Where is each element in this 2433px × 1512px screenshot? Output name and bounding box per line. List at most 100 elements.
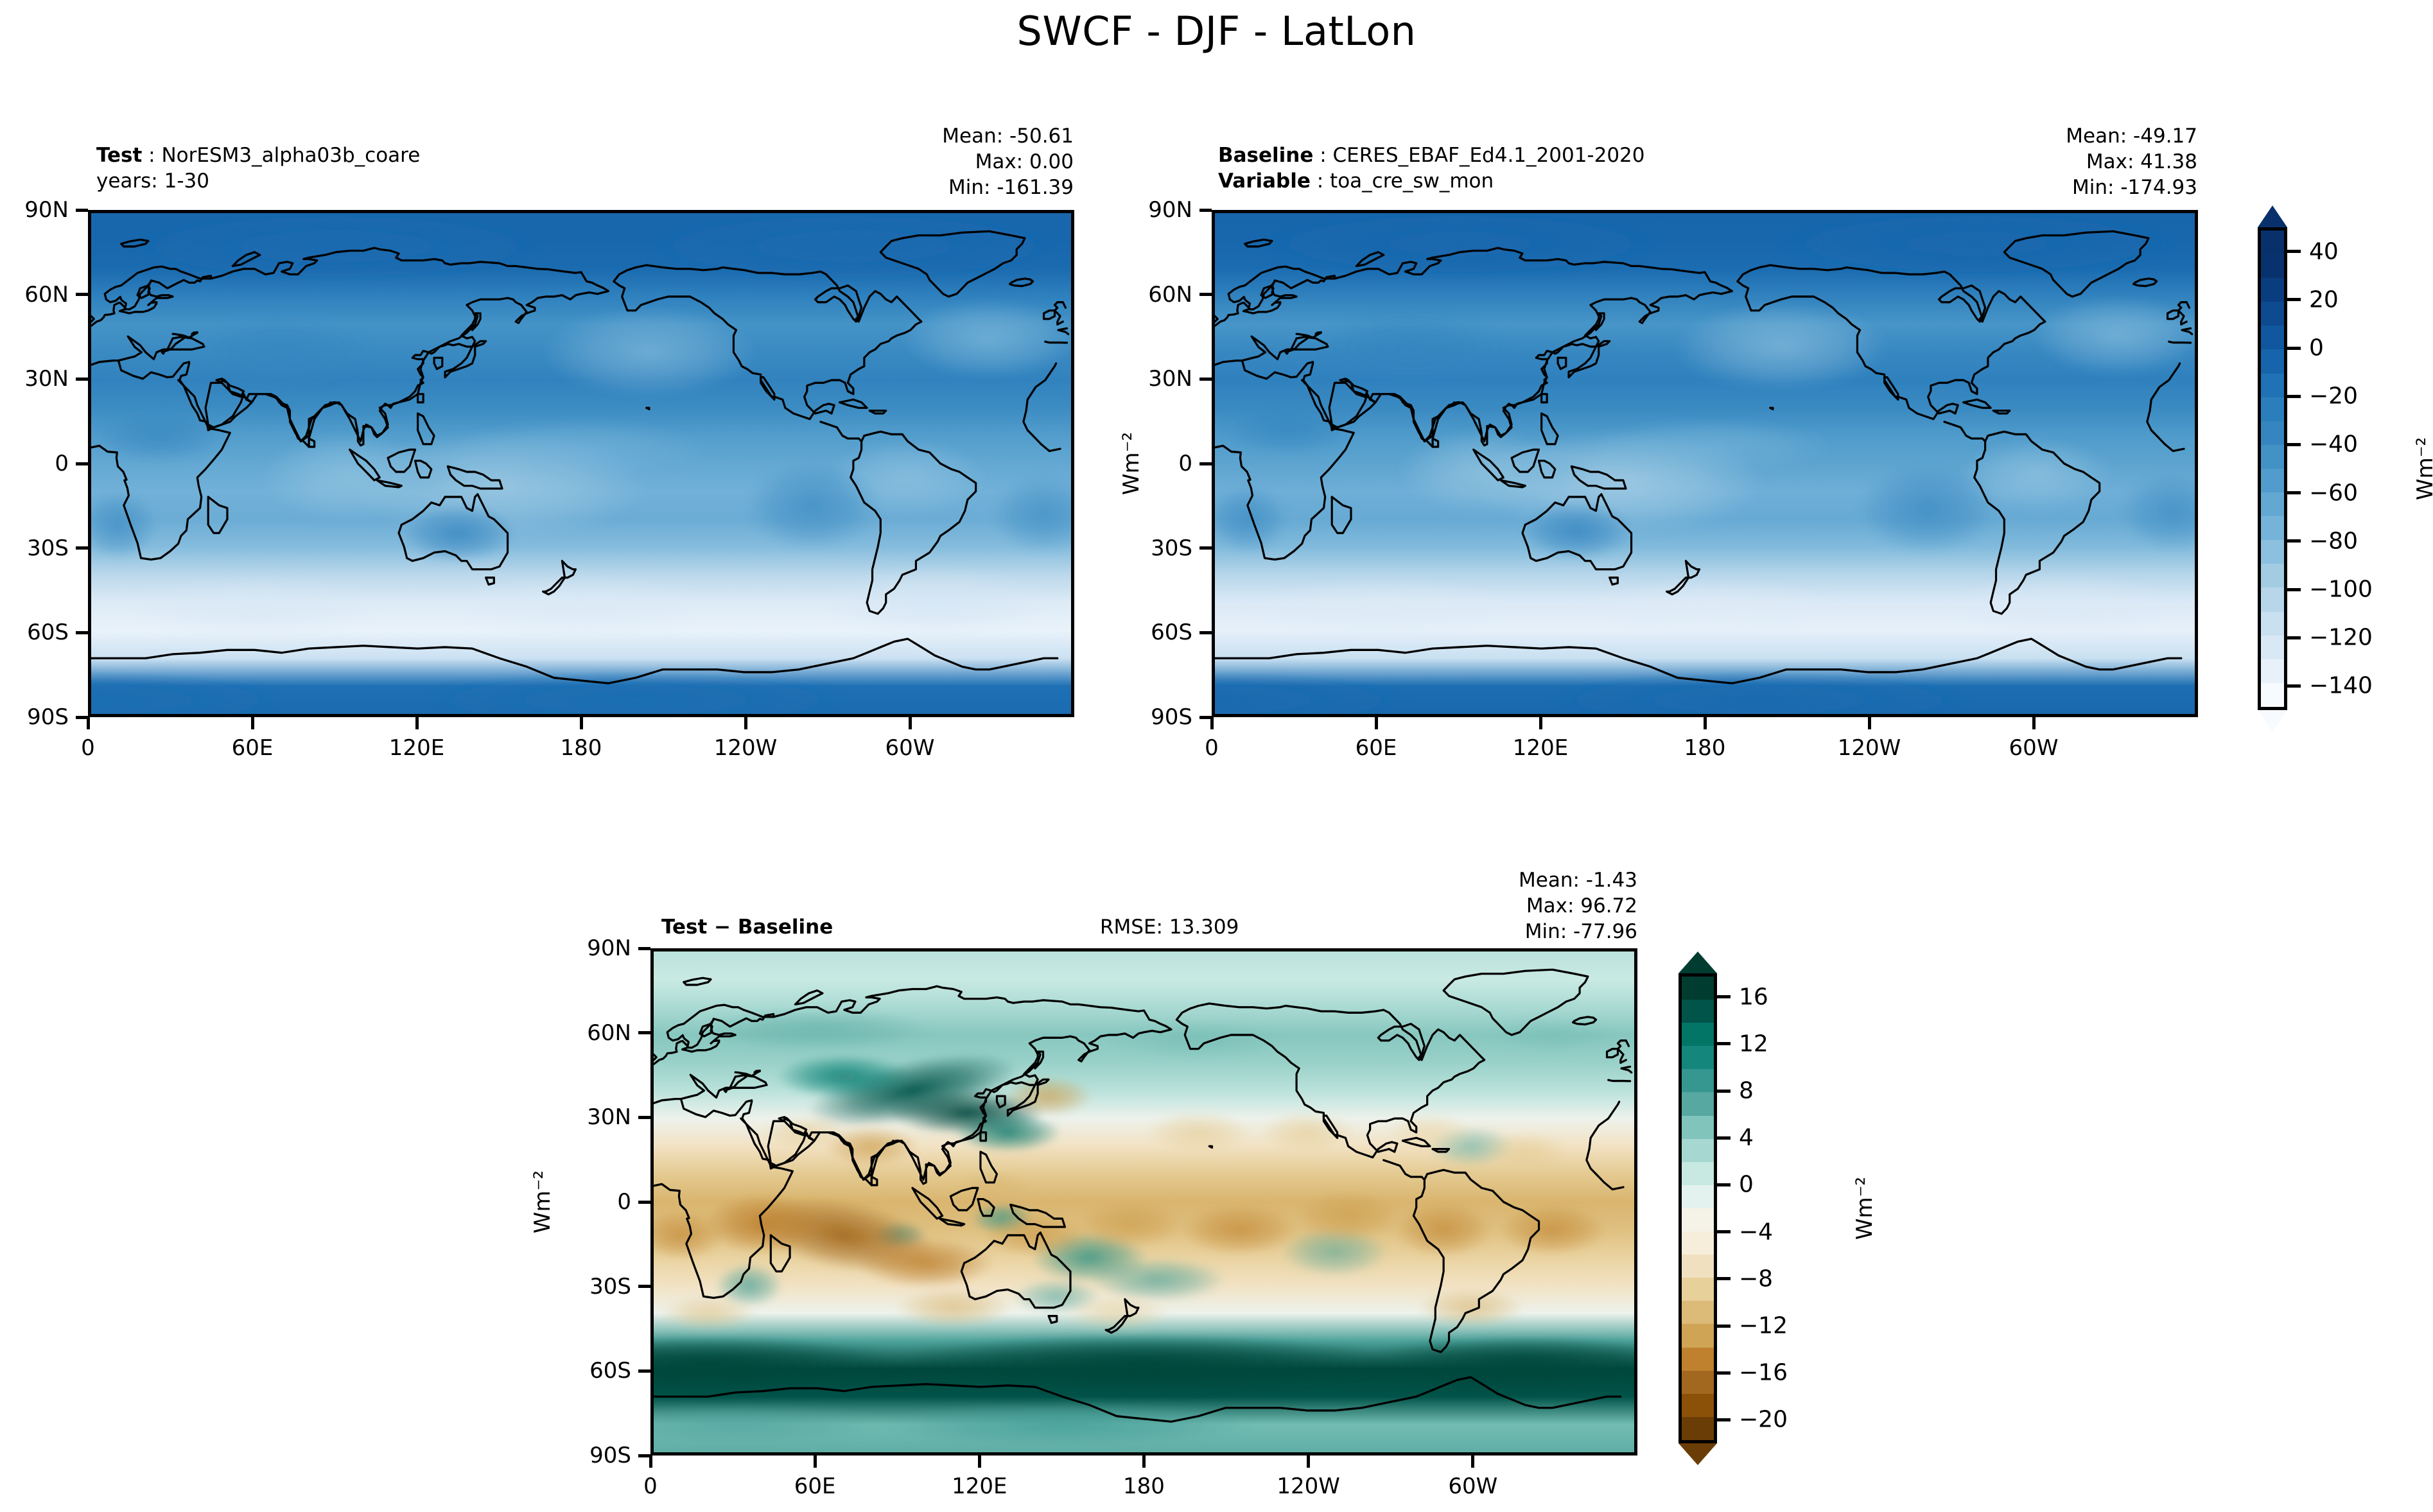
- map-baseline[interactable]: [1212, 210, 2198, 717]
- xlabel-diff-4: 120W: [1277, 1473, 1340, 1499]
- map-test[interactable]: [88, 210, 1074, 717]
- ylabel-baseline-1: 60N: [1148, 281, 1192, 308]
- ylabel-test-6: 90S: [27, 704, 69, 730]
- map-difference[interactable]: [650, 948, 1637, 1456]
- xlabel-baseline-1: 60E: [1355, 735, 1397, 761]
- colorbar-top-body[interactable]: [2258, 227, 2287, 710]
- diff-stat-mean: Mean: -1.43: [1519, 869, 1637, 892]
- xtick-diff-0: [649, 1456, 652, 1468]
- colorbar-diff-band-16: [1682, 1347, 1714, 1371]
- xlabel-diff-0: 0: [643, 1473, 658, 1499]
- colorbar-diff-axis-label: Wm⁻²: [1852, 1176, 1878, 1240]
- ytick-test-6: [76, 715, 88, 719]
- baseline-source-value: CERES_EBAF_Ed4.1_2001-2020: [1332, 144, 1645, 167]
- colorbar-top-tick-5: [2287, 491, 2301, 495]
- colorbar-top-band-16: [2261, 611, 2284, 636]
- colorbar-diff: [1679, 952, 1717, 1465]
- ytick-test-2: [76, 377, 88, 381]
- ytick-baseline-4: [1199, 546, 1212, 550]
- colorbar-diff-band-18: [1682, 1393, 1714, 1417]
- colorbar-diff-band-0: [1682, 977, 1714, 1000]
- colorbar-top-ticklabel-2: 0: [2309, 335, 2324, 361]
- xtick-diff-1: [813, 1456, 817, 1468]
- xlabel-test-3: 180: [560, 735, 602, 761]
- colorbar-diff-ticklabel-0: 16: [1739, 984, 1768, 1011]
- xtick-baseline-1: [1374, 717, 1378, 729]
- baseline-stat-mean: Mean: -49.17: [2066, 125, 2197, 148]
- ytick-test-4: [76, 546, 88, 550]
- colorbar-diff-body[interactable]: [1679, 973, 1717, 1443]
- ytick-diff-0: [638, 946, 650, 950]
- ytick-test-3: [76, 462, 88, 465]
- baseline-stat-max: Max: 41.38: [2086, 150, 2197, 173]
- ylabel-diff-2: 30N: [587, 1104, 631, 1131]
- colorbar-diff-ticklabel-8: −16: [1739, 1359, 1788, 1386]
- colorbar-top-ticklabel-0: 40: [2309, 238, 2339, 265]
- ylabel-baseline-3: 0: [1178, 451, 1192, 476]
- test-source-line: Test : NorESM3_alpha03b_coare: [96, 144, 421, 167]
- page-title: SWCF - DJF - LatLon: [1016, 8, 1417, 55]
- colorbar-top-band-9: [2261, 444, 2284, 469]
- colorbar-diff-band-7: [1682, 1138, 1714, 1162]
- diff-role-label: Test − Baseline: [661, 916, 833, 939]
- xlabel-diff-1: 60E: [794, 1473, 836, 1499]
- colorbar-diff-band-3: [1682, 1046, 1714, 1070]
- colorbar-diff-band-6: [1682, 1115, 1714, 1139]
- baseline-variable-label: Variable: [1218, 169, 1311, 193]
- xlabel-baseline-0: 0: [1205, 735, 1219, 761]
- colorbar-top-band-15: [2261, 587, 2284, 612]
- xtick-baseline-2: [1539, 717, 1542, 729]
- xlabel-baseline-4: 120W: [1837, 735, 1901, 761]
- colorbar-top-ticklabel-9: −140: [2309, 672, 2373, 699]
- baseline-stat-min: Min: -174.93: [2072, 176, 2197, 199]
- colorbar-top-band-10: [2261, 468, 2284, 493]
- colorbar-top-tick-1: [2287, 298, 2301, 302]
- xtick-test-5: [908, 717, 912, 729]
- colorbar-top-ticklabel-8: −120: [2309, 624, 2373, 651]
- colorbar-top-band-3: [2261, 302, 2284, 326]
- colorbar-top-tick-8: [2287, 636, 2301, 639]
- xtick-baseline-3: [1703, 717, 1707, 729]
- colorbar-diff-band-5: [1682, 1092, 1714, 1116]
- colorbar-diff-band-12: [1682, 1255, 1714, 1278]
- colorbar-top-tick-3: [2287, 394, 2301, 398]
- ytick-diff-2: [638, 1115, 650, 1119]
- ytick-diff-1: [638, 1031, 650, 1035]
- test-stat-mean: Mean: -50.61: [942, 125, 1074, 148]
- xlabel-diff-2: 120E: [952, 1473, 1007, 1499]
- colorbar-top-band-19: [2261, 682, 2284, 707]
- colorbar-diff-band-15: [1682, 1324, 1714, 1348]
- ylabel-baseline-0: 90N: [1148, 197, 1192, 223]
- colorbar-diff-tick-5: [1717, 1230, 1731, 1234]
- colorbar-diff-band-14: [1682, 1301, 1714, 1325]
- xtick-test-1: [250, 717, 254, 729]
- colorbar-diff-band-17: [1682, 1370, 1714, 1394]
- test-stat-max: Max: 0.00: [975, 150, 1074, 173]
- colorbar-top-band-0: [2261, 230, 2284, 255]
- colorbar-top-band-8: [2261, 421, 2284, 445]
- colorbar-diff-band-4: [1682, 1069, 1714, 1093]
- colorbar-top-band-7: [2261, 397, 2284, 421]
- ylabel-baseline-2: 30N: [1148, 366, 1192, 392]
- colorbar-top-ticklabel-1: 20: [2309, 286, 2339, 313]
- ytick-baseline-0: [1199, 208, 1212, 212]
- xlabel-diff-3: 180: [1123, 1473, 1165, 1499]
- colorbar-diff-tick-2: [1717, 1089, 1731, 1093]
- colorbar-diff-ticklabel-7: −12: [1739, 1312, 1788, 1339]
- ytick-baseline-5: [1199, 630, 1212, 634]
- xlabel-baseline-3: 180: [1684, 735, 1726, 761]
- test-years-label: years:: [96, 169, 158, 193]
- colorbar-top-ticklabel-6: −80: [2309, 528, 2358, 555]
- xlabel-test-4: 120W: [713, 735, 778, 761]
- colorbar-diff-band-1: [1682, 1000, 1714, 1023]
- colorbar-diff-extend-top: [1679, 952, 1717, 973]
- colorbar-diff-band-13: [1682, 1278, 1714, 1301]
- diff-rmse: RMSE: 13.309: [1100, 916, 1239, 939]
- colorbar-diff-tick-1: [1717, 1042, 1731, 1046]
- xtick-baseline-4: [1867, 717, 1871, 729]
- ylabel-diff-5: 60S: [589, 1358, 631, 1384]
- baseline-variable-line: Variable : toa_cre_sw_mon: [1218, 169, 1494, 193]
- xtick-diff-4: [1307, 1456, 1311, 1468]
- colorbar-top-band-14: [2261, 564, 2284, 588]
- ylabel-test-4: 30S: [27, 535, 69, 561]
